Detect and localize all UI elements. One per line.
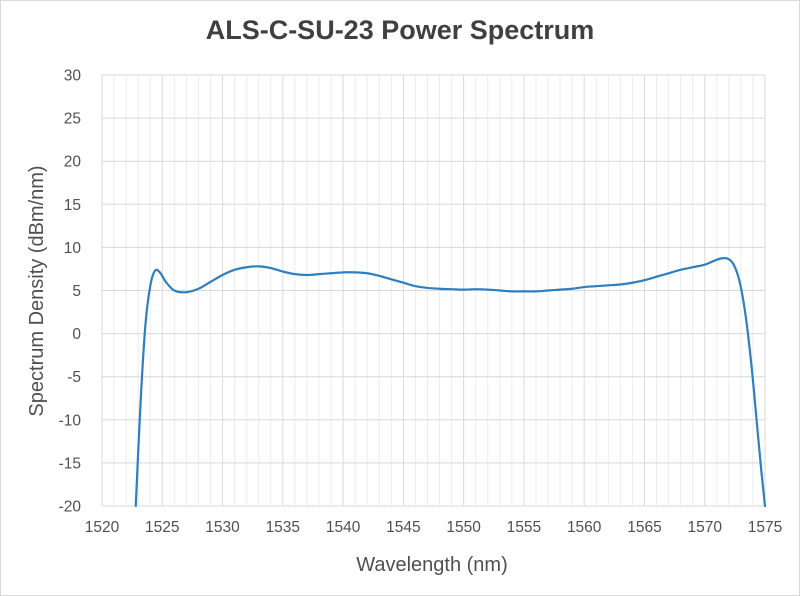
y-tick-label: 20 [64, 154, 82, 171]
x-tick-label: 1575 [748, 519, 782, 536]
y-axis-title: Spectrum Density (dBm/nm) [26, 165, 48, 416]
x-tick-label: 1560 [567, 519, 602, 536]
y-tick-label: 10 [64, 240, 82, 257]
y-tick-label: 0 [72, 326, 81, 343]
y-tick-label: 30 [64, 68, 82, 85]
series-line [134, 256, 767, 508]
y-tick-label: 15 [64, 197, 81, 214]
major-gridlines [101, 74, 766, 507]
y-tick-label: -5 [67, 369, 81, 386]
x-tick-label: 1550 [446, 519, 481, 536]
x-tick-label: 1555 [507, 519, 541, 536]
x-tick-label: 1525 [145, 519, 179, 536]
x-tick-label: 1570 [687, 519, 722, 536]
chart-title: ALS-C-SU-23 Power Spectrum [205, 15, 595, 45]
y-tick-label: 5 [72, 283, 81, 300]
series-layer [134, 256, 767, 508]
y-tick-label: -20 [59, 499, 82, 516]
x-tick-label: 1545 [386, 519, 420, 536]
y-tick-label: 25 [64, 111, 81, 128]
x-tick-label: 1535 [266, 519, 300, 536]
x-tick-label: 1520 [85, 519, 120, 536]
y-tick-labels: 30 25 20 15 10 5 0 -5 -10 -15 -20 [59, 68, 82, 516]
x-tick-label: 1540 [326, 519, 361, 536]
x-tick-label: 1565 [627, 519, 661, 536]
y-tick-label: -10 [59, 412, 82, 429]
x-tick-label: 1530 [205, 519, 240, 536]
x-axis-title: Wavelength (nm) [356, 554, 508, 576]
y-tick-label: -15 [59, 455, 81, 472]
x-tick-labels: 1520 1525 1530 1535 1540 1545 1550 1555 1560 1565… [85, 519, 782, 536]
